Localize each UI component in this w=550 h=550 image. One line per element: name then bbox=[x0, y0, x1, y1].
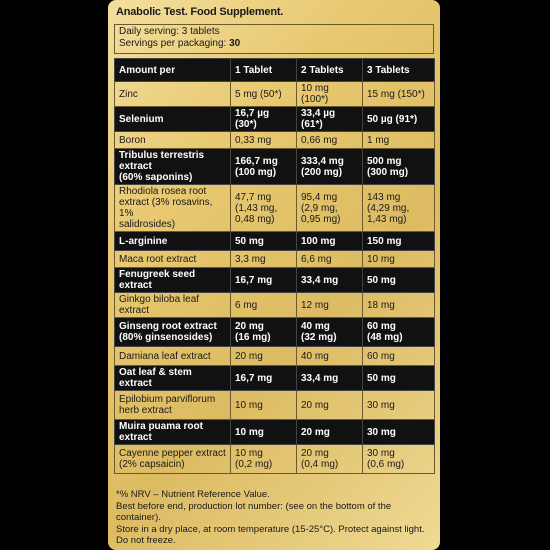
table-header-row: Amount per 1 Tablet 2 Tablets 3 Tablets bbox=[114, 58, 435, 82]
ingredient-name-cell: Selenium bbox=[114, 106, 231, 132]
label-footer: *% NRV – Nutrient Reference Value. Best … bbox=[116, 489, 436, 547]
ingredient-name-cell: Tribulus terrestris extract (60% saponin… bbox=[114, 148, 231, 185]
amount-cell: 10 mg bbox=[362, 250, 435, 268]
amount-cell: 33,4 mg bbox=[296, 365, 363, 391]
table-row: Damiana leaf extract 20 mg 40 mg 60 mg bbox=[114, 346, 435, 366]
amount-cell: 6,6 mg bbox=[296, 250, 363, 268]
amount-cell: 10 mg (100*) bbox=[296, 81, 363, 107]
ingredient-name-cell: Boron bbox=[114, 131, 231, 149]
amount-cell: 20 mg (16 mg) bbox=[230, 317, 297, 347]
amount-cell: 47,7 mg (1,43 mg, 0,48 mg) bbox=[230, 184, 297, 232]
amount-cell: 60 mg (48 mg) bbox=[362, 317, 435, 347]
label-title: Anabolic Test. Food Supplement. bbox=[116, 6, 284, 18]
header-2-tablets: 2 Tablets bbox=[296, 58, 363, 82]
amount-cell: 6 mg bbox=[230, 292, 297, 318]
ingredient-name-cell: Epilobium parviflorum herb extract bbox=[114, 390, 231, 420]
table-row: Selenium 16,7 µg (30*) 33,4 µg (61*) 50 µg … bbox=[114, 106, 435, 132]
storage-note: Store in a dry place, at room temperatur… bbox=[116, 523, 425, 547]
amount-cell: 50 mg bbox=[362, 365, 435, 391]
servings-prefix: Servings per packaging: bbox=[119, 38, 230, 49]
header-amount-per: Amount per bbox=[114, 58, 231, 82]
table-row: Epilobium parviflorum herb extract 10 mg 2… bbox=[114, 390, 435, 420]
amount-cell: 16,7 mg bbox=[230, 267, 297, 293]
table-row: Tribulus terrestris extract (60% saponin… bbox=[114, 148, 435, 185]
table-row: Ginseng root extract (80% ginsenosides) 2… bbox=[114, 317, 435, 347]
amount-cell: 33,4 µg (61*) bbox=[296, 106, 363, 132]
amount-cell: 143 mg (4,29 mg, 1,43 mg) bbox=[362, 184, 435, 232]
table-row: Muira puama root extract 10 mg 20 mg 30 mg bbox=[114, 419, 435, 445]
ingredient-name-cell: Rhodiola rosea root extract (3% rosavins… bbox=[114, 184, 231, 232]
ingredient-name-cell: Ginseng root extract (80% ginsenosides) bbox=[114, 317, 231, 347]
amount-cell: 100 mg bbox=[296, 231, 363, 251]
amount-cell: 10 mg bbox=[230, 390, 297, 420]
amount-cell: 20 mg bbox=[296, 390, 363, 420]
ingredient-name-cell: L-arginine bbox=[114, 231, 231, 251]
amount-cell: 0,33 mg bbox=[230, 131, 297, 149]
table-row: Rhodiola rosea root extract (3% rosavins… bbox=[114, 184, 435, 232]
amount-cell: 3,3 mg bbox=[230, 250, 297, 268]
table-row: Zinc 5 mg (50*) 10 mg (100*) 15 mg (150*) bbox=[114, 81, 435, 107]
table-row: Maca root extract 3,3 mg 6,6 mg 10 mg bbox=[114, 250, 435, 268]
nutrition-table: Amount per 1 Tablet 2 Tablets 3 Tablets … bbox=[114, 58, 435, 474]
ingredient-name-cell: Maca root extract bbox=[114, 250, 231, 268]
table-row: L-arginine 50 mg 100 mg 150 mg bbox=[114, 231, 435, 251]
table-row: Fenugreek seed extract 16,7 mg 33,4 mg 50 m… bbox=[114, 267, 435, 293]
ingredient-name-cell: Oat leaf & stem extract bbox=[114, 365, 231, 391]
amount-cell: 16,7 µg (30*) bbox=[230, 106, 297, 132]
amount-cell: 30 mg bbox=[362, 390, 435, 420]
amount-cell: 60 mg bbox=[362, 346, 435, 366]
serving-info-box: Daily serving: 3 tablets Servings per pa… bbox=[114, 24, 434, 54]
amount-cell: 166,7 mg (100 mg) bbox=[230, 148, 297, 185]
amount-cell: 12 mg bbox=[296, 292, 363, 318]
ingredient-name-cell: Zinc bbox=[114, 81, 231, 107]
amount-cell: 18 mg bbox=[362, 292, 435, 318]
header-1-tablet: 1 Tablet bbox=[230, 58, 297, 82]
table-row: Ginkgo biloba leaf extract 6 mg 12 mg 18 mg bbox=[114, 292, 435, 318]
ingredient-name-cell: Ginkgo biloba leaf extract bbox=[114, 292, 231, 318]
table-row: Cayenne pepper extract (2% capsaicin) 10 … bbox=[114, 444, 435, 474]
amount-cell: 30 mg (0,6 mg) bbox=[362, 444, 435, 474]
amount-cell: 150 mg bbox=[362, 231, 435, 251]
amount-cell: 20 mg bbox=[296, 419, 363, 445]
amount-cell: 10 mg bbox=[230, 419, 297, 445]
amount-cell: 30 mg bbox=[362, 419, 435, 445]
servings-value: 30 bbox=[229, 38, 241, 49]
servings-per-packaging: Servings per packaging: 30 bbox=[119, 38, 429, 50]
amount-cell: 15 mg (150*) bbox=[362, 81, 435, 107]
amount-cell: 50 µg (91*) bbox=[362, 106, 435, 132]
amount-cell: 1 mg bbox=[362, 131, 435, 149]
amount-cell: 10 mg (0,2 mg) bbox=[230, 444, 297, 474]
amount-cell: 20 mg bbox=[230, 346, 297, 366]
table-row: Boron 0,33 mg 0,66 mg 1 mg bbox=[114, 131, 435, 149]
amount-cell: 50 mg bbox=[230, 231, 297, 251]
amount-cell: 50 mg bbox=[362, 267, 435, 293]
amount-cell: 500 mg (300 mg) bbox=[362, 148, 435, 185]
amount-cell: 5 mg (50*) bbox=[230, 81, 297, 107]
amount-cell: 16,7 mg bbox=[230, 365, 297, 391]
header-3-tablets: 3 Tablets bbox=[362, 58, 435, 82]
best-before-note: Best before end, production lot number: … bbox=[116, 500, 392, 524]
daily-serving-text: Daily serving: 3 tablets bbox=[119, 26, 220, 37]
amount-cell: 33,4 mg bbox=[296, 267, 363, 293]
supplement-label-panel: Anabolic Test. Food Supplement. Daily se… bbox=[108, 0, 440, 550]
table-row: Oat leaf & stem extract 16,7 mg 33,4 mg 50 … bbox=[114, 365, 435, 391]
ingredient-name-cell: Muira puama root extract bbox=[114, 419, 231, 445]
ingredient-name-cell: Damiana leaf extract bbox=[114, 346, 231, 366]
nrv-note: *% NRV – Nutrient Reference Value. bbox=[116, 489, 270, 500]
amount-cell: 95,4 mg (2,9 mg, 0,95 mg) bbox=[296, 184, 363, 232]
amount-cell: 40 mg (32 mg) bbox=[296, 317, 363, 347]
amount-cell: 333,4 mg (200 mg) bbox=[296, 148, 363, 185]
ingredient-name-cell: Fenugreek seed extract bbox=[114, 267, 231, 293]
amount-cell: 40 mg bbox=[296, 346, 363, 366]
amount-cell: 0,66 mg bbox=[296, 131, 363, 149]
amount-cell: 20 mg (0,4 mg) bbox=[296, 444, 363, 474]
ingredient-name-cell: Cayenne pepper extract (2% capsaicin) bbox=[114, 444, 231, 474]
